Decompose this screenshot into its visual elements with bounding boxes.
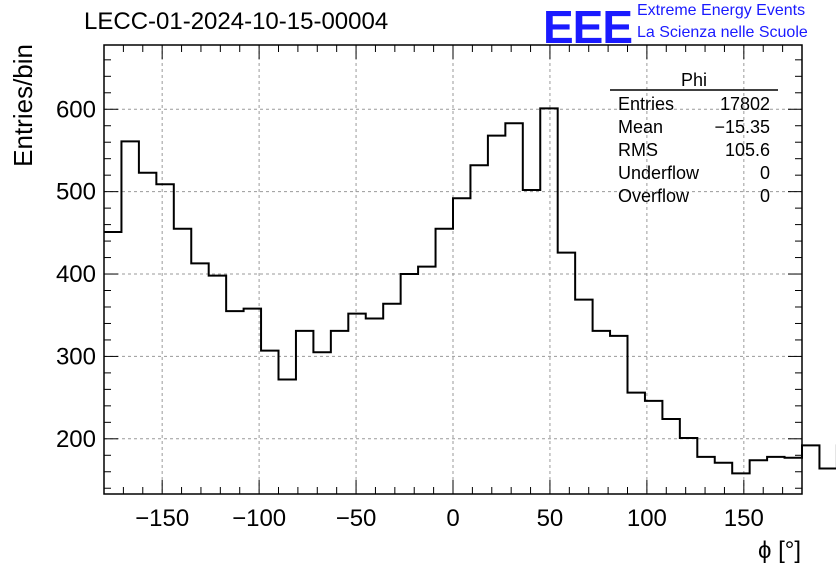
x-tick-label: 100 [627, 505, 667, 532]
y-tick-label: 400 [56, 261, 96, 288]
histogram-bin [104, 232, 121, 494]
histogram-bin [261, 351, 278, 494]
histogram-bin [453, 198, 470, 494]
histogram-bin [750, 460, 767, 494]
y-tick-label: 300 [56, 343, 96, 370]
histogram-bin [488, 136, 505, 494]
stats-label: Overflow [618, 186, 690, 206]
stats-label: Underflow [618, 163, 700, 183]
histogram-bin [401, 274, 418, 494]
histogram-bin [523, 190, 540, 494]
x-tick-label: −100 [232, 505, 286, 532]
histogram-bin [593, 331, 610, 494]
histogram-bin [785, 458, 802, 494]
histogram-bin [209, 276, 226, 494]
histogram-bin [802, 445, 819, 494]
histogram-bin [558, 253, 575, 494]
stats-box-title: Phi [681, 70, 707, 90]
histogram-bin [610, 336, 627, 494]
histogram-bin [662, 419, 679, 494]
histogram-bin [139, 173, 156, 494]
histogram-bin [418, 267, 435, 494]
histogram-bin [226, 311, 243, 494]
logo-caption-line1: Extreme Energy Events [637, 2, 806, 19]
histogram-bin [156, 184, 173, 494]
histogram-bin [383, 304, 400, 494]
histogram-bin [575, 300, 592, 494]
histogram-bin [680, 438, 697, 494]
histogram-line [104, 107, 836, 475]
histogram-bin [296, 331, 313, 494]
x-tick-label: −150 [135, 505, 189, 532]
histogram-bin [540, 108, 557, 494]
histogram-bin [366, 319, 383, 494]
stats-label: Entries [618, 94, 674, 114]
x-tick-label: 150 [724, 505, 764, 532]
histogram-bin [767, 457, 784, 494]
histogram-bin [244, 309, 261, 494]
histogram-bin [628, 393, 645, 494]
histogram-bin [505, 123, 522, 494]
stats-value: 0 [760, 186, 770, 206]
y-tick-label: 600 [56, 96, 96, 123]
stats-value: −15.35 [714, 117, 770, 137]
histogram-bin [819, 468, 836, 494]
y-axis-label: Entries/bin [8, 44, 38, 167]
y-tick-label: 500 [56, 179, 96, 206]
histogram-bin [436, 229, 453, 494]
stats-value: 0 [760, 163, 770, 183]
histogram-bin [348, 314, 365, 494]
y-tick-label: 200 [56, 426, 96, 453]
stats-label: Mean [618, 117, 663, 137]
x-tick-label: −50 [336, 505, 377, 532]
histogram-bin [732, 473, 749, 494]
histogram-bin [174, 229, 191, 494]
x-tick-label: 50 [537, 505, 564, 532]
logo-caption-line2: La Scienza nelle Scuole [637, 24, 808, 41]
histogram-bin [697, 457, 714, 494]
stats-value: 105.6 [725, 140, 770, 160]
histogram-bin [279, 379, 296, 494]
stats-value: 17802 [720, 94, 770, 114]
chart-title: LECC-01-2024-10-15-00004 [84, 8, 389, 35]
histogram-bin [313, 352, 330, 494]
histogram-bin [715, 463, 732, 494]
histogram-bin [470, 165, 487, 494]
histogram-bin [331, 331, 348, 494]
histogram-bin [645, 401, 662, 494]
stats-label: RMS [618, 140, 658, 160]
histogram-bin [121, 141, 138, 494]
x-axis-label: ϕ [°] [758, 537, 801, 564]
histogram-bin [191, 263, 208, 494]
x-tick-label: 0 [446, 505, 459, 532]
